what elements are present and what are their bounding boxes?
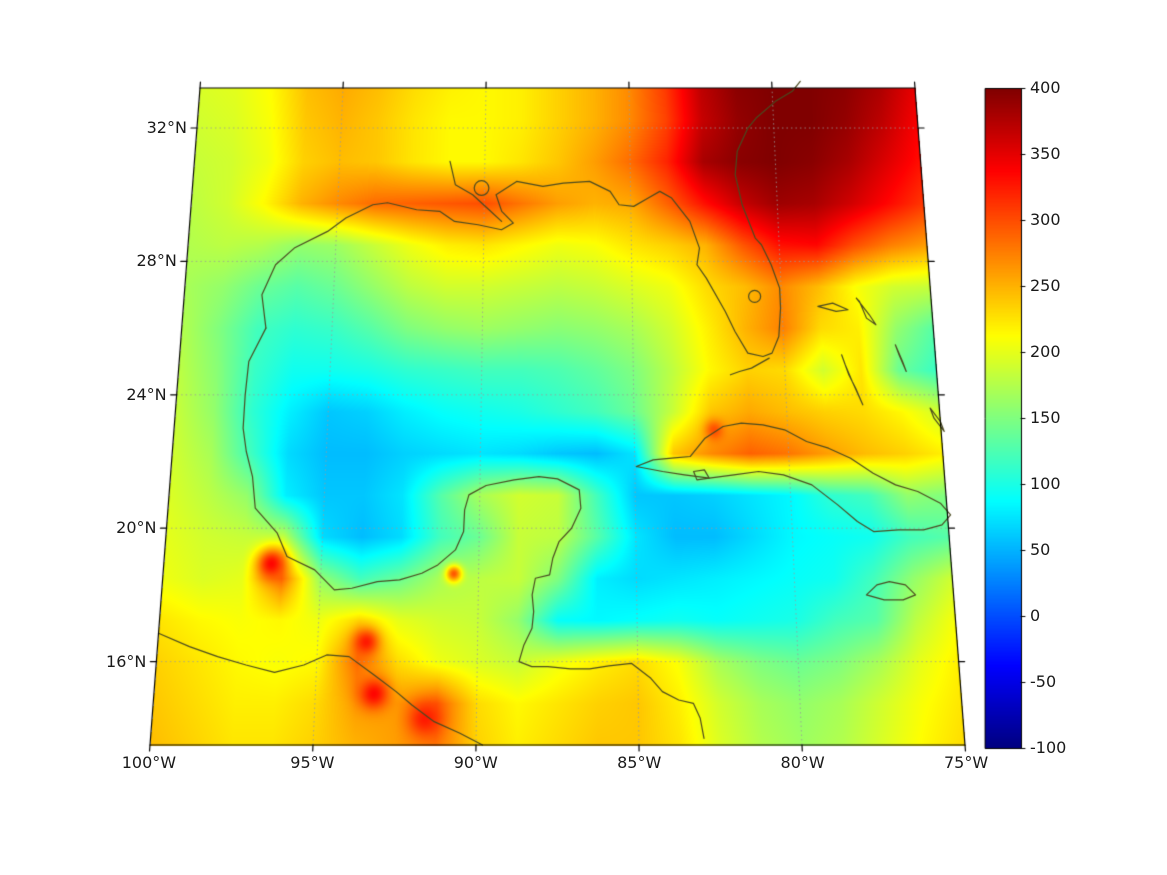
lon-tick-label: 95°W: [290, 753, 335, 772]
colorbar-tick-label: 100: [1030, 474, 1061, 493]
colorbar-tick-label: 250: [1030, 276, 1061, 295]
lon-tick-label: 80°W: [780, 753, 825, 772]
colorbar-tick-label: 150: [1030, 408, 1061, 427]
colorbar-tick-label: 300: [1030, 210, 1061, 229]
colorbar-tick-label: 350: [1030, 144, 1061, 163]
lat-tick-label: 32°N: [146, 118, 187, 138]
lat-tick-label: 20°N: [116, 518, 157, 538]
colorbar-tick-label: -100: [1030, 738, 1067, 757]
lon-tick-label: 90°W: [453, 753, 498, 772]
colorbar-tick-label: -50: [1030, 672, 1057, 691]
lon-tick-label: 100°W: [121, 753, 177, 772]
lat-tick-label: 16°N: [106, 651, 147, 671]
lon-tick-label: 75°W: [943, 753, 989, 772]
colorbar-tick-label: 0: [1030, 606, 1041, 625]
colorbar-tick-label: 50: [1030, 540, 1051, 559]
colorbar-tick-label: 200: [1030, 342, 1061, 361]
lat-tick-label: 24°N: [126, 384, 167, 404]
colorbar-tick-label: 400: [1030, 78, 1061, 97]
lat-tick-label: 28°N: [136, 251, 177, 271]
lon-tick-label: 85°W: [617, 753, 662, 772]
